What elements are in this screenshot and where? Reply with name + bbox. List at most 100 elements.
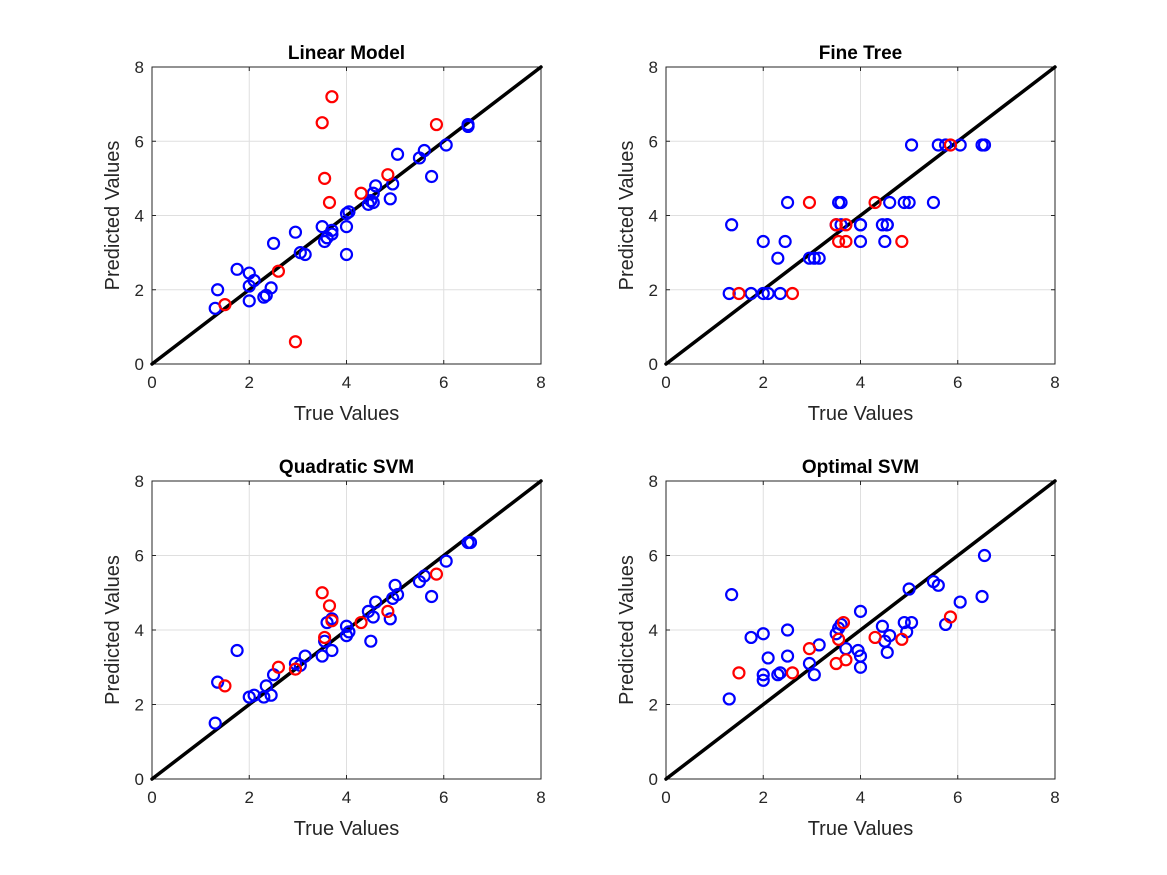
data-point (390, 147, 405, 161)
data-point (812, 251, 826, 265)
data-point (931, 138, 945, 152)
data-point (366, 186, 380, 200)
series-1 (218, 567, 444, 693)
y-tick-label: 2 (135, 696, 144, 715)
reference-line (664, 479, 1057, 781)
data-point (904, 138, 919, 152)
data-point (722, 286, 736, 301)
x-tick-label: 8 (536, 373, 545, 392)
data-point (778, 234, 792, 249)
data-point (761, 651, 775, 665)
data-point (211, 283, 225, 297)
data-point (773, 286, 787, 301)
data-point (298, 649, 312, 663)
data-point (247, 273, 261, 288)
data-point (938, 138, 953, 152)
data-point (756, 673, 770, 687)
data-point (298, 247, 312, 262)
data-point (744, 630, 758, 645)
data-point (218, 298, 232, 312)
data-point (868, 630, 882, 645)
y-tick-label: 2 (649, 696, 658, 715)
data-point (266, 236, 281, 250)
data-point (271, 264, 286, 278)
data-point (369, 595, 383, 609)
data-point (853, 234, 868, 249)
data-point (875, 619, 889, 633)
data-point (780, 623, 795, 637)
data-point (785, 286, 800, 301)
data-point (325, 643, 339, 658)
data-point (975, 589, 989, 604)
data-point (732, 666, 746, 680)
data-point (977, 138, 992, 152)
data-point (868, 195, 882, 210)
data-point (722, 692, 736, 706)
data-point (832, 632, 846, 646)
y-tick-label: 4 (135, 621, 144, 640)
y-tick-label: 6 (135, 132, 144, 151)
data-point (354, 615, 368, 630)
chart-panel-linear-model: 0 2 4 6 8 0 2 4 6 8 Linear Model True Values Predict… (102, 43, 546, 425)
data-point (339, 220, 354, 234)
data-point (895, 234, 909, 249)
y-tick-label: 0 (649, 770, 658, 789)
data-point (773, 666, 787, 680)
axes-box (665, 66, 1056, 365)
data-point (744, 286, 758, 301)
data-point (943, 610, 958, 624)
data-point (953, 138, 967, 152)
x-tick-label: 0 (661, 788, 670, 807)
x-axis-label: True Values (808, 818, 914, 840)
data-point (802, 656, 817, 671)
data-point (897, 195, 911, 210)
y-axis-label: Predicted Values (102, 141, 124, 291)
x-tick-label: 0 (661, 373, 670, 392)
data-point (339, 207, 354, 221)
chart-title: Linear Model (288, 43, 405, 64)
data-point (780, 195, 795, 210)
x-tick-label: 8 (536, 788, 545, 807)
data-point (439, 554, 453, 568)
data-point (288, 335, 303, 349)
data-point (218, 679, 232, 693)
reference-line (664, 65, 1057, 366)
data-point (381, 168, 395, 182)
data-point (264, 281, 278, 295)
data-point (926, 195, 941, 210)
data-point (878, 234, 892, 249)
data-point (829, 218, 843, 232)
data-point (756, 668, 770, 682)
data-point (318, 634, 332, 648)
data-point (732, 286, 746, 301)
data-point (429, 567, 444, 581)
x-tick-label: 0 (147, 788, 156, 807)
data-point (756, 286, 770, 301)
data-point (325, 614, 339, 628)
data-point (756, 234, 770, 249)
data-point (802, 251, 817, 265)
data-point (439, 138, 453, 152)
series-0 (208, 535, 478, 730)
y-tick-label: 8 (135, 58, 144, 77)
data-point (902, 195, 916, 210)
data-point (802, 642, 817, 656)
data-point (725, 218, 739, 232)
data-point (977, 548, 992, 563)
data-point (315, 586, 329, 600)
data-point (315, 649, 329, 663)
y-tick-label: 0 (135, 355, 144, 374)
data-point (383, 192, 397, 206)
data-point (364, 194, 378, 208)
y-tick-label: 6 (649, 132, 658, 151)
x-tick-label: 8 (1050, 788, 1059, 807)
data-point (834, 195, 848, 210)
data-point (264, 688, 278, 702)
data-point (424, 169, 439, 184)
data-point (381, 604, 395, 618)
data-point (839, 653, 853, 667)
data-point (230, 643, 244, 658)
x-tick-label: 2 (245, 788, 254, 807)
data-point (325, 227, 339, 241)
